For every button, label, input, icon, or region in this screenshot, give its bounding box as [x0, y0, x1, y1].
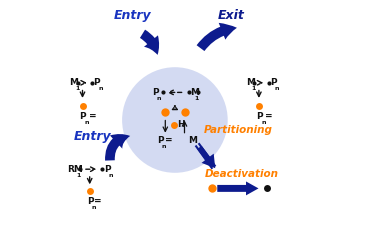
Text: P: P: [157, 136, 163, 145]
FancyArrowPatch shape: [197, 23, 237, 51]
Circle shape: [122, 67, 228, 173]
Text: Partitioning: Partitioning: [204, 125, 273, 135]
Text: n: n: [92, 205, 96, 210]
Text: 1: 1: [75, 86, 79, 91]
FancyArrowPatch shape: [197, 146, 215, 168]
Text: n: n: [162, 144, 166, 149]
Text: P: P: [93, 78, 100, 87]
Text: H: H: [177, 120, 185, 129]
Text: P: P: [104, 165, 111, 174]
Text: =: =: [165, 136, 172, 145]
Text: Entry: Entry: [73, 130, 111, 143]
Text: RM: RM: [67, 165, 83, 174]
Text: Deactivation: Deactivation: [205, 169, 279, 179]
Text: P: P: [80, 112, 86, 121]
Text: 1: 1: [251, 86, 256, 91]
Text: Exit: Exit: [218, 9, 245, 22]
Text: =: =: [89, 112, 96, 121]
Text: n: n: [261, 120, 266, 125]
Text: 1: 1: [76, 173, 80, 178]
Text: n: n: [108, 173, 113, 178]
Text: M: M: [190, 88, 199, 97]
Text: n: n: [157, 96, 161, 101]
Text: =: =: [94, 197, 101, 206]
Text: M: M: [188, 136, 197, 145]
FancyArrowPatch shape: [140, 30, 159, 55]
Text: P: P: [270, 78, 276, 87]
FancyArrowPatch shape: [217, 181, 259, 195]
Text: Entry: Entry: [114, 9, 152, 22]
Text: n: n: [85, 120, 89, 125]
Text: P: P: [256, 112, 263, 121]
Text: 1: 1: [194, 96, 199, 101]
Text: n: n: [99, 86, 103, 91]
FancyArrowPatch shape: [105, 134, 130, 161]
Text: M: M: [246, 78, 255, 87]
Text: =: =: [265, 112, 273, 121]
Text: M: M: [69, 78, 78, 87]
Text: P: P: [152, 88, 159, 97]
Text: P: P: [87, 197, 93, 206]
Text: n: n: [275, 86, 279, 91]
